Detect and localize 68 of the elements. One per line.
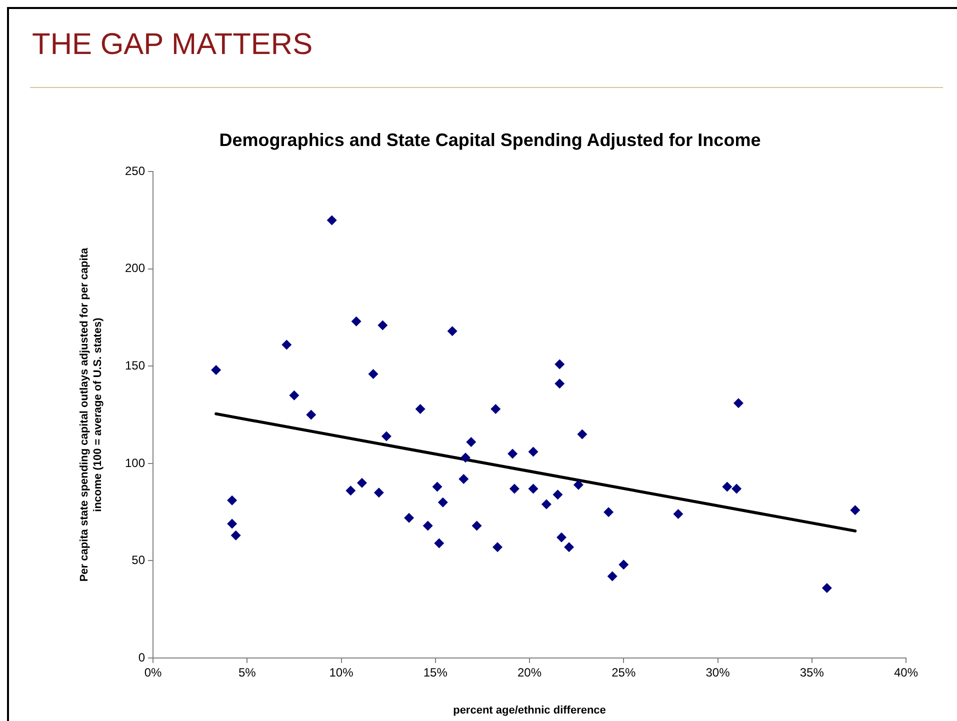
point bbox=[326, 215, 337, 226]
point bbox=[346, 486, 356, 496]
point bbox=[422, 520, 433, 531]
point bbox=[378, 320, 388, 330]
chart-title: Demographics and State Capital Spending Adjusted for Income bbox=[219, 130, 761, 150]
point bbox=[554, 359, 565, 370]
point bbox=[492, 542, 502, 552]
x-tick-label: 25% bbox=[612, 666, 636, 680]
point bbox=[573, 480, 584, 490]
point bbox=[822, 582, 832, 593]
point bbox=[381, 431, 392, 442]
point bbox=[850, 505, 860, 516]
point bbox=[306, 410, 316, 420]
point bbox=[227, 495, 238, 506]
point bbox=[351, 316, 362, 326]
point bbox=[722, 482, 732, 492]
point bbox=[541, 499, 552, 510]
y-tick-label: 250 bbox=[124, 164, 146, 178]
x-tick-label: 5% bbox=[238, 666, 256, 680]
y-tick-label: 0 bbox=[138, 650, 146, 664]
point bbox=[230, 530, 241, 540]
point bbox=[673, 509, 684, 520]
point bbox=[607, 571, 618, 582]
x-tick-label: 10% bbox=[329, 666, 354, 680]
point bbox=[447, 326, 458, 336]
x-tick-label: 20% bbox=[517, 666, 542, 680]
x-tick-label: 0% bbox=[144, 666, 162, 680]
point bbox=[618, 560, 629, 570]
point bbox=[432, 482, 442, 492]
text: THE GAP MATTERS bbox=[32, 28, 313, 62]
point bbox=[564, 542, 574, 552]
point bbox=[509, 484, 520, 494]
y-axis-title: Per capita state spending capital outlays adjusted for per capita income (100 = average of U.S. states) bbox=[78, 247, 104, 582]
point bbox=[604, 507, 614, 518]
point bbox=[732, 484, 742, 494]
point bbox=[466, 437, 476, 448]
point bbox=[374, 488, 384, 498]
point bbox=[490, 404, 501, 414]
x-axis-title: percent age/ethnic difference bbox=[453, 704, 606, 716]
y-tick-label: 150 bbox=[124, 358, 146, 372]
point bbox=[472, 520, 482, 531]
point bbox=[554, 378, 565, 389]
x-tick-label: 30% bbox=[706, 666, 730, 680]
point bbox=[460, 452, 470, 463]
y-tick-label: 100 bbox=[124, 456, 146, 470]
x-tick-label: 40% bbox=[894, 666, 918, 680]
point bbox=[528, 484, 538, 494]
point bbox=[556, 532, 567, 542]
point bbox=[227, 518, 238, 529]
y-tick-label: 200 bbox=[124, 261, 146, 276]
point bbox=[368, 368, 378, 379]
point bbox=[415, 404, 426, 414]
point bbox=[211, 365, 222, 376]
x-tick-label: 35% bbox=[800, 666, 824, 680]
point bbox=[458, 474, 469, 484]
point bbox=[282, 340, 292, 350]
point bbox=[577, 429, 588, 440]
point bbox=[552, 490, 563, 500]
x-tick-label: 15% bbox=[423, 666, 448, 680]
point bbox=[733, 398, 744, 408]
point bbox=[508, 448, 518, 459]
point bbox=[404, 512, 414, 523]
point bbox=[438, 497, 448, 508]
point bbox=[528, 446, 538, 457]
y-tick-label: 50 bbox=[132, 553, 146, 568]
point bbox=[434, 538, 444, 548]
point bbox=[289, 390, 300, 400]
point bbox=[356, 478, 367, 488]
